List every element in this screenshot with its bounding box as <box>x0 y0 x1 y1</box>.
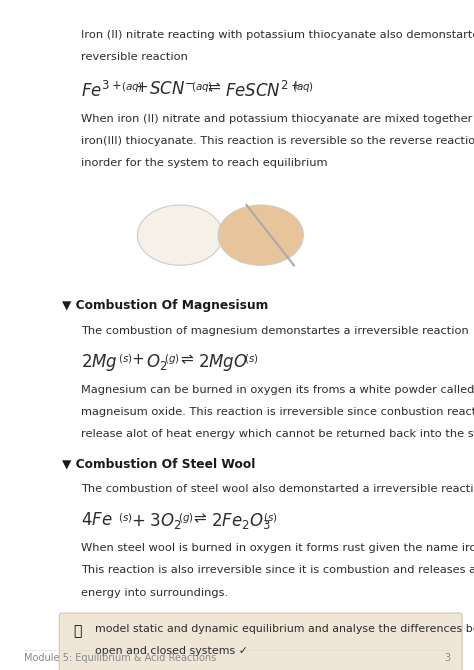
Text: The combustion of steel wool also demonstarted a irreversible reaction: The combustion of steel wool also demons… <box>81 484 474 494</box>
Text: $\mathit{(s)}$: $\mathit{(s)}$ <box>244 352 259 365</box>
Text: iron(III) thiocyanate. This reaction is reversible so the reverse reaction occur: iron(III) thiocyanate. This reaction is … <box>81 136 474 146</box>
Text: $\mathit{(s)}$: $\mathit{(s)}$ <box>263 511 278 524</box>
Text: Iron (II) nitrate reacting with potassium thiocyanate also demonstarted a: Iron (II) nitrate reacting with potassiu… <box>81 30 474 40</box>
Text: model static and dynamic equilibrium and analyse the differences between: model static and dynamic equilibrium and… <box>95 624 474 634</box>
Text: $2\mathit{Mg}$: $2\mathit{Mg}$ <box>81 352 118 373</box>
Text: $\mathit{(g)}$: $\mathit{(g)}$ <box>164 352 180 366</box>
Text: When iron (II) nitrate and potassium thiocyanate are mixed together they form: When iron (II) nitrate and potassium thi… <box>81 114 474 124</box>
Text: $\mathit{(aq)}$: $\mathit{(aq)}$ <box>191 80 213 94</box>
Text: $\mathit{Fe}^{3+}$: $\mathit{Fe}^{3+}$ <box>81 80 121 100</box>
Text: energy into surroundings.: energy into surroundings. <box>81 588 228 598</box>
Text: $+$: $+$ <box>135 80 148 95</box>
Ellipse shape <box>137 205 223 265</box>
Text: $\rightleftharpoons$: $\rightleftharpoons$ <box>191 511 208 526</box>
Text: $\mathit{(aq)}$: $\mathit{(aq)}$ <box>292 80 314 94</box>
Text: release alot of heat energy which cannot be returned back into the system.: release alot of heat energy which cannot… <box>81 429 474 439</box>
Text: $+$: $+$ <box>131 352 145 367</box>
Text: $\mathit{(aq)}$: $\mathit{(aq)}$ <box>121 80 143 94</box>
Text: $\mathit{SCN}^{-}$: $\mathit{SCN}^{-}$ <box>149 80 196 98</box>
Text: $\mathit{(s)}$: $\mathit{(s)}$ <box>118 352 133 365</box>
Text: inorder for the system to reach equilibrium: inorder for the system to reach equilibr… <box>81 158 327 168</box>
Text: $\mathit{O}_{2}$: $\mathit{O}_{2}$ <box>146 352 167 373</box>
Text: This reaction is also irreversible since it is combustion and releases a lot of : This reaction is also irreversible since… <box>81 565 474 576</box>
Text: 3: 3 <box>444 653 450 663</box>
Text: $\mathit{(g)}$: $\mathit{(g)}$ <box>178 511 193 525</box>
Text: $\rightleftharpoons$: $\rightleftharpoons$ <box>205 80 222 95</box>
Text: $4\mathit{Fe}$: $4\mathit{Fe}$ <box>81 511 112 529</box>
Text: $+\;3\mathit{O}_{2}$: $+\;3\mathit{O}_{2}$ <box>131 511 182 531</box>
Text: $\mathit{FeSCN}^{2+}$: $\mathit{FeSCN}^{2+}$ <box>225 80 301 100</box>
Text: ▼ Combustion Of Magnesisum: ▼ Combustion Of Magnesisum <box>62 299 268 312</box>
Text: When steel wool is burned in oxygen it forms rust given the name iron (II) oxide: When steel wool is burned in oxygen it f… <box>81 543 474 553</box>
Text: magneisum oxide. This reaction is irreversible since conbustion reactions: magneisum oxide. This reaction is irreve… <box>81 407 474 417</box>
Text: open and closed systems ✓: open and closed systems ✓ <box>95 646 248 656</box>
Text: $\rightleftharpoons$: $\rightleftharpoons$ <box>178 352 195 367</box>
Text: $\mathit{(s)}$: $\mathit{(s)}$ <box>118 511 133 524</box>
Text: 📖: 📖 <box>73 624 82 639</box>
Ellipse shape <box>218 205 303 265</box>
FancyBboxPatch shape <box>59 613 462 670</box>
Text: Module 5: Equilibrium & Acid Reactions: Module 5: Equilibrium & Acid Reactions <box>24 653 216 663</box>
Text: ▼ Combustion Of Steel Wool: ▼ Combustion Of Steel Wool <box>62 458 255 470</box>
Text: $2\mathit{Fe}_{2}\mathit{O}_{3}$: $2\mathit{Fe}_{2}\mathit{O}_{3}$ <box>211 511 271 531</box>
Text: $2\mathit{MgO}$: $2\mathit{MgO}$ <box>198 352 248 373</box>
Text: The combustion of magnesium demonstartes a irreversible reaction: The combustion of magnesium demonstartes… <box>81 326 468 336</box>
Text: reversible reaction: reversible reaction <box>81 52 187 62</box>
Text: Magnesium can be burned in oxygen its froms a white powder called: Magnesium can be burned in oxygen its fr… <box>81 385 474 395</box>
